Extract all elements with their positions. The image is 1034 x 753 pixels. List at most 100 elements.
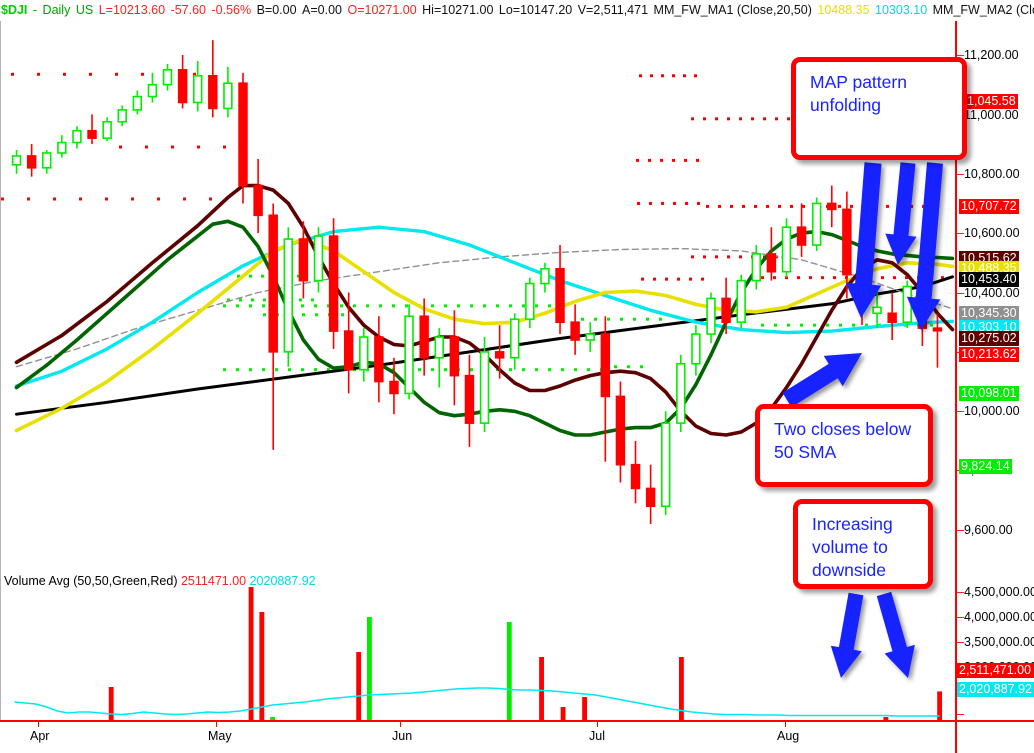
candle-body (102, 120, 112, 139)
ma-line-darkgreen (14, 219, 955, 437)
candle-body (404, 315, 414, 395)
candle-body (902, 285, 912, 323)
candle-body (374, 336, 384, 383)
quote-symbol: $DJI (1, 3, 28, 17)
annotation-two-closes[interactable]: Two closes below 50 SMA (755, 404, 933, 487)
candle-body (147, 83, 158, 98)
candle-body (600, 333, 611, 398)
price-marker-label[interactable]: 10,275.02 (959, 331, 1019, 346)
study-2-name[interactable]: MM_FW_MA2 (Close,80,20 ... (932, 3, 1034, 17)
volume-study-value-cyan: 2020887.92 (249, 574, 316, 588)
volume-study-value-red: 2511471.00 (180, 574, 247, 588)
volume-marker-label[interactable]: 2,020,887.92 (957, 682, 1034, 697)
candle-body (42, 152, 52, 169)
price-axis-right[interactable]: –11,200.00–11,000.00–10,800.00–10,600.00… (955, 21, 1034, 721)
price-marker-label[interactable]: 11,045.58 (959, 94, 1018, 109)
volume-bar (582, 697, 588, 720)
candle-body (842, 208, 852, 276)
candle-body (72, 129, 82, 144)
price-plot (1, 40, 955, 525)
quote-header-bar[interactable]: $DJI - Daily US L=10213.60 -57.60 -0.56%… (0, 0, 1034, 22)
volume-study-label: Volume Avg (50,50,Green,Red) (4, 574, 178, 588)
candle-body (796, 226, 807, 246)
candle-body (827, 202, 837, 211)
candle-body (570, 321, 580, 341)
candle-body (253, 184, 263, 217)
candle-body (645, 487, 656, 508)
candle-body (464, 374, 475, 424)
candle-body (177, 69, 188, 104)
date-tick-mark (785, 722, 786, 727)
volume-bar (356, 652, 362, 720)
candle-body (781, 226, 792, 273)
candle-body (313, 235, 324, 282)
study-1-name[interactable]: MM_FW_MA1 (Close,20,50) (653, 3, 812, 17)
candle-body (555, 267, 565, 323)
quote-separator: - (32, 3, 38, 17)
date-axis-label: May (208, 729, 232, 743)
price-axis-tick: –11,200.00 (957, 48, 1019, 62)
quote-high: Hi=10271.00 (422, 3, 494, 17)
candle-body (328, 235, 339, 332)
date-axis-label: Jul (589, 729, 605, 743)
volume-axis-tick: –4,500,000.00 (957, 585, 1034, 599)
candle-body (676, 362, 686, 424)
candle-body (162, 69, 173, 86)
candle-body (208, 74, 218, 110)
candle-body (872, 306, 882, 315)
price-marker-label[interactable]: 10,707.72 (959, 199, 1019, 214)
price-marker-label[interactable]: 10,098.01 (959, 386, 1019, 401)
volume-bar (108, 687, 114, 720)
candle-body (479, 351, 490, 424)
candle-body (449, 336, 460, 377)
candle-body (419, 315, 429, 359)
quote-volume: V=2,511,471 (577, 3, 649, 17)
price-axis-tick: –9,600.00 (957, 523, 1013, 537)
price-marker-label[interactable]: 10,213.62 (959, 347, 1019, 362)
date-tick-mark (597, 722, 598, 727)
volume-bar (506, 622, 512, 720)
annotation-increasing-volume[interactable]: Increasing volume to downside (793, 499, 933, 589)
candle-body (11, 155, 22, 166)
date-tick-mark (400, 722, 401, 727)
quote-change-pct: -0.56% (211, 3, 252, 17)
annotation-map-pattern[interactable]: MAP pattern unfolding (791, 57, 967, 160)
volume-plot (14, 587, 943, 753)
date-axis-bottom[interactable]: Apr May Jun Jul Aug (0, 720, 955, 753)
price-axis-tick: –10,400.00 (957, 286, 1020, 300)
volume-axis-tick: –4,000,000.00 (957, 610, 1034, 624)
volume-axis-tick: – (957, 707, 964, 721)
ma-line-cyan (14, 225, 955, 388)
candle-body (494, 351, 505, 359)
candle-body (343, 330, 354, 371)
price-marker-label[interactable]: 10,345.30 (959, 306, 1019, 321)
candle-body (268, 214, 278, 353)
quote-low: Lo=10147.20 (498, 3, 573, 17)
candle-body (389, 380, 399, 395)
volume-axis-tick: –3,500,000.00 (957, 635, 1034, 649)
volume-study-header[interactable]: Volume Avg (50,50,Green,Red) 2511471.00 … (4, 574, 316, 588)
quote-change: -57.60 (170, 3, 207, 17)
volume-chart-pane[interactable] (0, 569, 956, 753)
quote-period: Daily (42, 3, 71, 17)
candle-body (585, 333, 595, 341)
candle-body (917, 285, 928, 329)
price-axis-tick: –10,600.00 (957, 226, 1020, 240)
candle-body (660, 422, 671, 508)
candle-body (223, 82, 233, 110)
study-1-value-1: 10488.35 (817, 3, 870, 17)
candle-body (283, 238, 294, 353)
candle-body (691, 333, 701, 365)
candle-body (359, 336, 369, 371)
candle-body (706, 297, 716, 335)
price-marker-label[interactable]: 9,824.14 (959, 459, 1012, 474)
candle-body (238, 82, 248, 187)
price-marker-label[interactable]: 10,453.40 (959, 272, 1019, 287)
candle-body (630, 463, 641, 490)
candle-body (932, 327, 943, 332)
volume-marker-label[interactable]: 2,511,471.00 (957, 663, 1034, 678)
candle-body (434, 336, 444, 359)
candle-body (811, 202, 822, 246)
quote-bid: B=0.00 (256, 3, 297, 17)
date-axis-label: Apr (30, 729, 50, 743)
